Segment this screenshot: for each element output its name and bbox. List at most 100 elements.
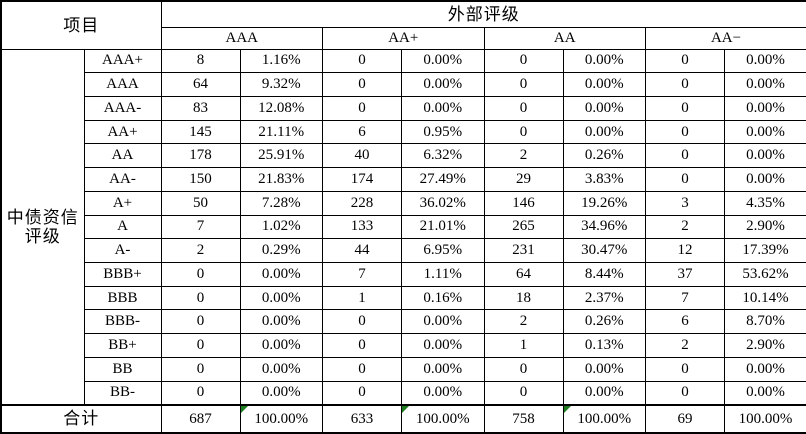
count-cell: 0 [160, 285, 241, 311]
percent-cell: 9.32% [239, 72, 323, 97]
count-cell: 2 [645, 214, 725, 240]
count-cell: 0 [483, 356, 564, 382]
percent-cell: 1.11% [401, 261, 485, 287]
count-cell: 145 [160, 119, 241, 145]
percent-cell: 34.96% [562, 214, 646, 240]
count-cell: 0 [645, 72, 725, 97]
table-row: AAA- 83 12.08% 0 0.00% 0 0.00% 0 0.00% [1, 95, 806, 121]
count-cell: 3 [645, 190, 725, 216]
percent-cell: 4.35% [724, 190, 806, 216]
row-label: BBB [83, 285, 162, 311]
table-row: AAA 64 9.32% 0 0.00% 0 0.00% 0 0.00% [1, 72, 806, 97]
column-header-aa-minus: AA− [645, 26, 806, 50]
column-header-aaa: AAA [160, 26, 323, 50]
percent-cell: 7.28% [239, 190, 323, 216]
percent-cell: 8.70% [724, 309, 806, 335]
count-cell: 0 [645, 380, 725, 406]
total-count-cell: 633 [322, 404, 402, 434]
percent-cell: 0.29% [239, 238, 323, 263]
count-cell: 2 [645, 333, 725, 358]
row-label: A+ [83, 190, 162, 216]
percent-cell: 0.13% [562, 333, 646, 358]
total-count-cell: 758 [483, 404, 564, 434]
percent-cell: 19.26% [562, 190, 646, 216]
percent-cell: 25.91% [239, 143, 323, 169]
percent-cell: 0.00% [562, 119, 646, 145]
column-header-aa-plus: AA+ [322, 26, 485, 50]
percent-cell: 0.26% [562, 143, 646, 169]
percent-cell: 6.32% [401, 143, 485, 169]
count-cell: 0 [483, 380, 564, 406]
percent-cell: 0.00% [724, 356, 806, 382]
count-cell: 146 [483, 190, 564, 216]
row-group-label: 中债资信 评级 [0, 48, 85, 406]
count-cell: 40 [322, 143, 402, 169]
count-cell: 18 [483, 285, 564, 311]
header-row-1: 项目 外部评级 [0, 0, 806, 50]
count-cell: 231 [483, 238, 564, 263]
count-cell: 0 [645, 48, 725, 74]
percent-cell: 0.00% [239, 309, 323, 335]
count-cell: 0 [160, 356, 241, 382]
count-cell: 83 [160, 95, 241, 121]
row-label: AAA [83, 72, 162, 97]
row-label: BBB- [83, 309, 162, 335]
percent-cell: 0.00% [401, 72, 485, 97]
percent-cell: 0.00% [401, 356, 485, 382]
count-cell: 2 [483, 309, 564, 335]
column-header-aa: AA [483, 26, 646, 50]
count-cell: 0 [645, 143, 725, 169]
percent-cell: 0.00% [562, 95, 646, 121]
total-percent-cell: 100.00% [724, 404, 806, 434]
table-row: A 7 1.02% 133 21.01% 265 34.96% 2 2.90% [1, 214, 806, 240]
total-row: 合计 687 100.00% 633 100.00% 758 100.00% 69 100.0… [0, 404, 806, 434]
count-cell: 7 [160, 214, 241, 240]
percent-cell: 2.90% [724, 214, 806, 240]
table-row: AA+ 145 21.11% 6 0.95% 0 0.00% 0 0.00% [1, 119, 806, 145]
percent-cell: 0.26% [562, 309, 646, 335]
percent-cell: 0.00% [562, 48, 646, 74]
percent-cell: 2.90% [724, 333, 806, 358]
table-row: BBB 0 0.00% 1 0.16% 18 2.37% 7 10.14% [1, 285, 806, 311]
percent-cell: 2.37% [562, 285, 646, 311]
row-label: A [83, 214, 162, 240]
count-cell: 0 [483, 95, 564, 121]
cell-corner-flag-icon [402, 407, 409, 413]
percent-cell: 0.00% [724, 167, 806, 192]
row-label: AA+ [83, 119, 162, 145]
percent-cell: 0.00% [562, 72, 646, 97]
percent-cell: 17.39% [724, 238, 806, 263]
count-cell: 0 [322, 95, 402, 121]
table-row: BB- 0 0.00% 0 0.00% 0 0.00% 0 0.00% [1, 380, 806, 406]
row-label: BB- [83, 380, 162, 406]
percent-cell: 8.44% [562, 261, 646, 287]
count-cell: 0 [322, 356, 402, 382]
percent-cell: 0.00% [724, 95, 806, 121]
count-cell: 2 [160, 238, 241, 263]
row-label: BB+ [83, 333, 162, 358]
count-cell: 7 [645, 285, 725, 311]
count-cell: 6 [322, 119, 402, 145]
count-cell: 228 [322, 190, 402, 216]
percent-cell: 0.00% [724, 119, 806, 145]
total-percent-cell: 100.00% [401, 404, 485, 434]
percent-cell: 0.00% [401, 333, 485, 358]
total-percent-cell: 100.00% [562, 404, 646, 434]
cell-corner-flag-icon [563, 407, 571, 413]
row-label: AA [83, 143, 162, 169]
count-cell: 6 [645, 309, 725, 335]
count-cell: 150 [160, 167, 241, 192]
count-cell: 0 [322, 333, 402, 358]
percent-cell: 0.00% [724, 380, 806, 406]
percent-cell: 0.00% [724, 48, 806, 74]
percent-cell: 53.62% [724, 261, 806, 287]
table-body: 中债资信 评级 AAA+ 8 1.16% 0 0.00% 0 0.00% 0 0.00% AAA 64… [0, 48, 806, 406]
count-cell: 0 [645, 119, 725, 145]
table-row: AA- 150 21.83% 174 27.49% 29 3.83% 0 0.00% [1, 167, 806, 192]
row-label: AAA+ [83, 48, 162, 74]
row-label: BB [83, 356, 162, 382]
percent-cell: 36.02% [401, 190, 485, 216]
count-cell: 0 [160, 380, 241, 406]
percent-cell: 30.47% [562, 238, 646, 263]
